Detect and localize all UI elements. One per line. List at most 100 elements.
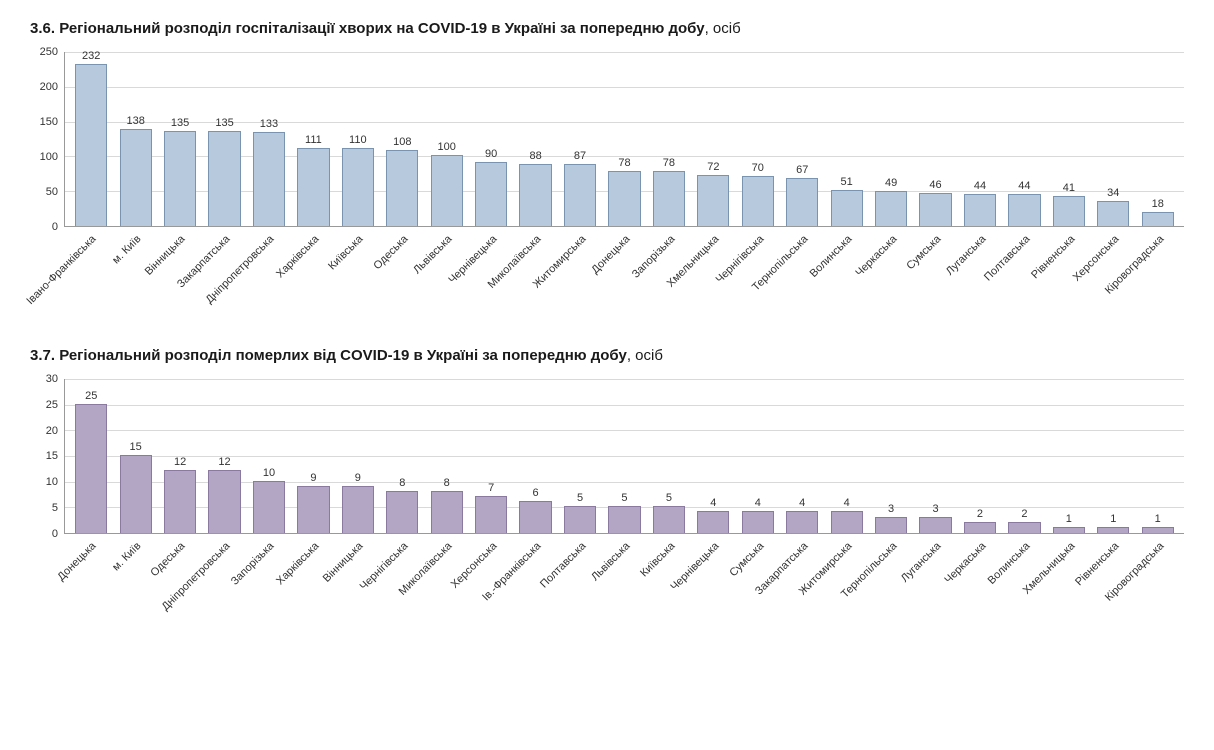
bar: 88 bbox=[519, 164, 551, 226]
bar: 90 bbox=[475, 162, 507, 226]
bar-wrap: 87 bbox=[558, 52, 602, 226]
bar-wrap: 78 bbox=[602, 52, 646, 226]
bar-wrap: 34 bbox=[1091, 52, 1135, 226]
bar-wrap: 5 bbox=[602, 379, 646, 533]
chart-body: 0510152025302515121210998876555444433221… bbox=[30, 379, 1184, 619]
bar-wrap: 110 bbox=[336, 52, 380, 226]
bars: 2321381351351331111101081009088877878727… bbox=[65, 52, 1184, 226]
bar: 138 bbox=[120, 129, 152, 226]
bar-value-label: 12 bbox=[218, 456, 230, 468]
bars: 251512121099887655544443322111 bbox=[65, 379, 1184, 533]
x-axis: Донецькам. КиївОдеськаДніпропетровськаЗа… bbox=[64, 534, 1184, 619]
bar: 4 bbox=[742, 511, 774, 533]
bar-value-label: 3 bbox=[888, 503, 894, 515]
bar-value-label: 78 bbox=[618, 157, 630, 169]
bar-wrap: 41 bbox=[1047, 52, 1091, 226]
bar-value-label: 5 bbox=[577, 492, 583, 504]
chart-title: 3.6. Регіональний розподіл госпіталізаці… bbox=[30, 20, 1184, 37]
bar-wrap: 4 bbox=[691, 379, 735, 533]
bar-value-label: 88 bbox=[529, 150, 541, 162]
bar-wrap: 5 bbox=[647, 379, 691, 533]
bar-wrap: 7 bbox=[469, 379, 513, 533]
bar-value-label: 8 bbox=[399, 477, 405, 489]
bar: 9 bbox=[342, 486, 374, 533]
bar-wrap: 4 bbox=[736, 379, 780, 533]
bar-value-label: 87 bbox=[574, 150, 586, 162]
bar-wrap: 9 bbox=[336, 379, 380, 533]
bar-wrap: 1 bbox=[1047, 379, 1091, 533]
bar: 7 bbox=[475, 496, 507, 533]
plot-area: 251512121099887655544443322111 bbox=[64, 379, 1184, 534]
bar-value-label: 18 bbox=[1152, 198, 1164, 210]
bar-value-label: 135 bbox=[171, 117, 189, 129]
bar-wrap: 135 bbox=[158, 52, 202, 226]
bar-wrap: 70 bbox=[736, 52, 780, 226]
bar: 9 bbox=[297, 486, 329, 533]
bar-wrap: 2 bbox=[1002, 379, 1046, 533]
bar-value-label: 5 bbox=[621, 492, 627, 504]
bar-value-label: 12 bbox=[174, 456, 186, 468]
bar: 12 bbox=[164, 470, 196, 533]
section-number: 3.7. bbox=[30, 347, 55, 364]
plot-area: 2321381351351331111101081009088877878727… bbox=[64, 52, 1184, 227]
bar-value-label: 78 bbox=[663, 157, 675, 169]
bar: 70 bbox=[742, 176, 774, 226]
bar-wrap: 12 bbox=[202, 379, 246, 533]
bar-value-label: 51 bbox=[841, 176, 853, 188]
bar: 2 bbox=[1008, 522, 1040, 533]
x-tick-label: м. Київ bbox=[112, 534, 156, 619]
bar: 12 bbox=[208, 470, 240, 533]
bar: 135 bbox=[164, 131, 196, 226]
bar: 5 bbox=[564, 506, 596, 533]
bar-value-label: 138 bbox=[126, 115, 144, 127]
bar-wrap: 4 bbox=[780, 379, 824, 533]
bar-wrap: 18 bbox=[1136, 52, 1180, 226]
bar-value-label: 4 bbox=[799, 497, 805, 509]
x-tick-label: Кіровоградська bbox=[1136, 227, 1180, 312]
bar-value-label: 49 bbox=[885, 177, 897, 189]
y-axis: 051015202530 bbox=[30, 379, 64, 534]
y-axis: 050100150200250 bbox=[30, 52, 64, 227]
bar-value-label: 10 bbox=[263, 467, 275, 479]
bar: 4 bbox=[697, 511, 729, 533]
bar: 110 bbox=[342, 148, 374, 226]
bar-wrap: 100 bbox=[425, 52, 469, 226]
bar: 133 bbox=[253, 132, 285, 226]
bar: 67 bbox=[786, 178, 818, 226]
bar: 44 bbox=[1008, 194, 1040, 226]
bar-value-label: 6 bbox=[533, 487, 539, 499]
bar-wrap: 111 bbox=[291, 52, 335, 226]
bar: 3 bbox=[875, 517, 907, 533]
x-tick-label: Харківська bbox=[290, 227, 334, 312]
bar-wrap: 44 bbox=[958, 52, 1002, 226]
bar: 5 bbox=[608, 506, 640, 533]
bar-wrap: 88 bbox=[513, 52, 557, 226]
bar-value-label: 4 bbox=[710, 497, 716, 509]
bar-wrap: 232 bbox=[69, 52, 113, 226]
bar-wrap: 44 bbox=[1002, 52, 1046, 226]
bar-value-label: 67 bbox=[796, 164, 808, 176]
bar-value-label: 46 bbox=[929, 179, 941, 191]
bar-value-label: 232 bbox=[82, 50, 100, 62]
bar: 100 bbox=[431, 155, 463, 226]
bar-value-label: 5 bbox=[666, 492, 672, 504]
bar-value-label: 111 bbox=[305, 134, 322, 146]
bar-wrap: 15 bbox=[113, 379, 157, 533]
bar-value-label: 44 bbox=[974, 180, 986, 192]
bar-value-label: 1 bbox=[1110, 513, 1116, 525]
bar: 1 bbox=[1097, 527, 1129, 533]
bar-wrap: 67 bbox=[780, 52, 824, 226]
bar-value-label: 2 bbox=[1021, 508, 1027, 520]
section-number: 3.6. bbox=[30, 20, 55, 37]
bar-wrap: 8 bbox=[425, 379, 469, 533]
bar: 87 bbox=[564, 164, 596, 226]
bar: 15 bbox=[120, 455, 152, 533]
bar: 2 bbox=[964, 522, 996, 533]
title-unit: , осіб bbox=[705, 20, 741, 37]
bar-value-label: 1 bbox=[1155, 513, 1161, 525]
x-tick-label: Івано-Франківська bbox=[68, 227, 112, 312]
bar-value-label: 25 bbox=[85, 390, 97, 402]
bar-value-label: 41 bbox=[1063, 182, 1075, 194]
bar-wrap: 5 bbox=[558, 379, 602, 533]
bar-value-label: 8 bbox=[444, 477, 450, 489]
